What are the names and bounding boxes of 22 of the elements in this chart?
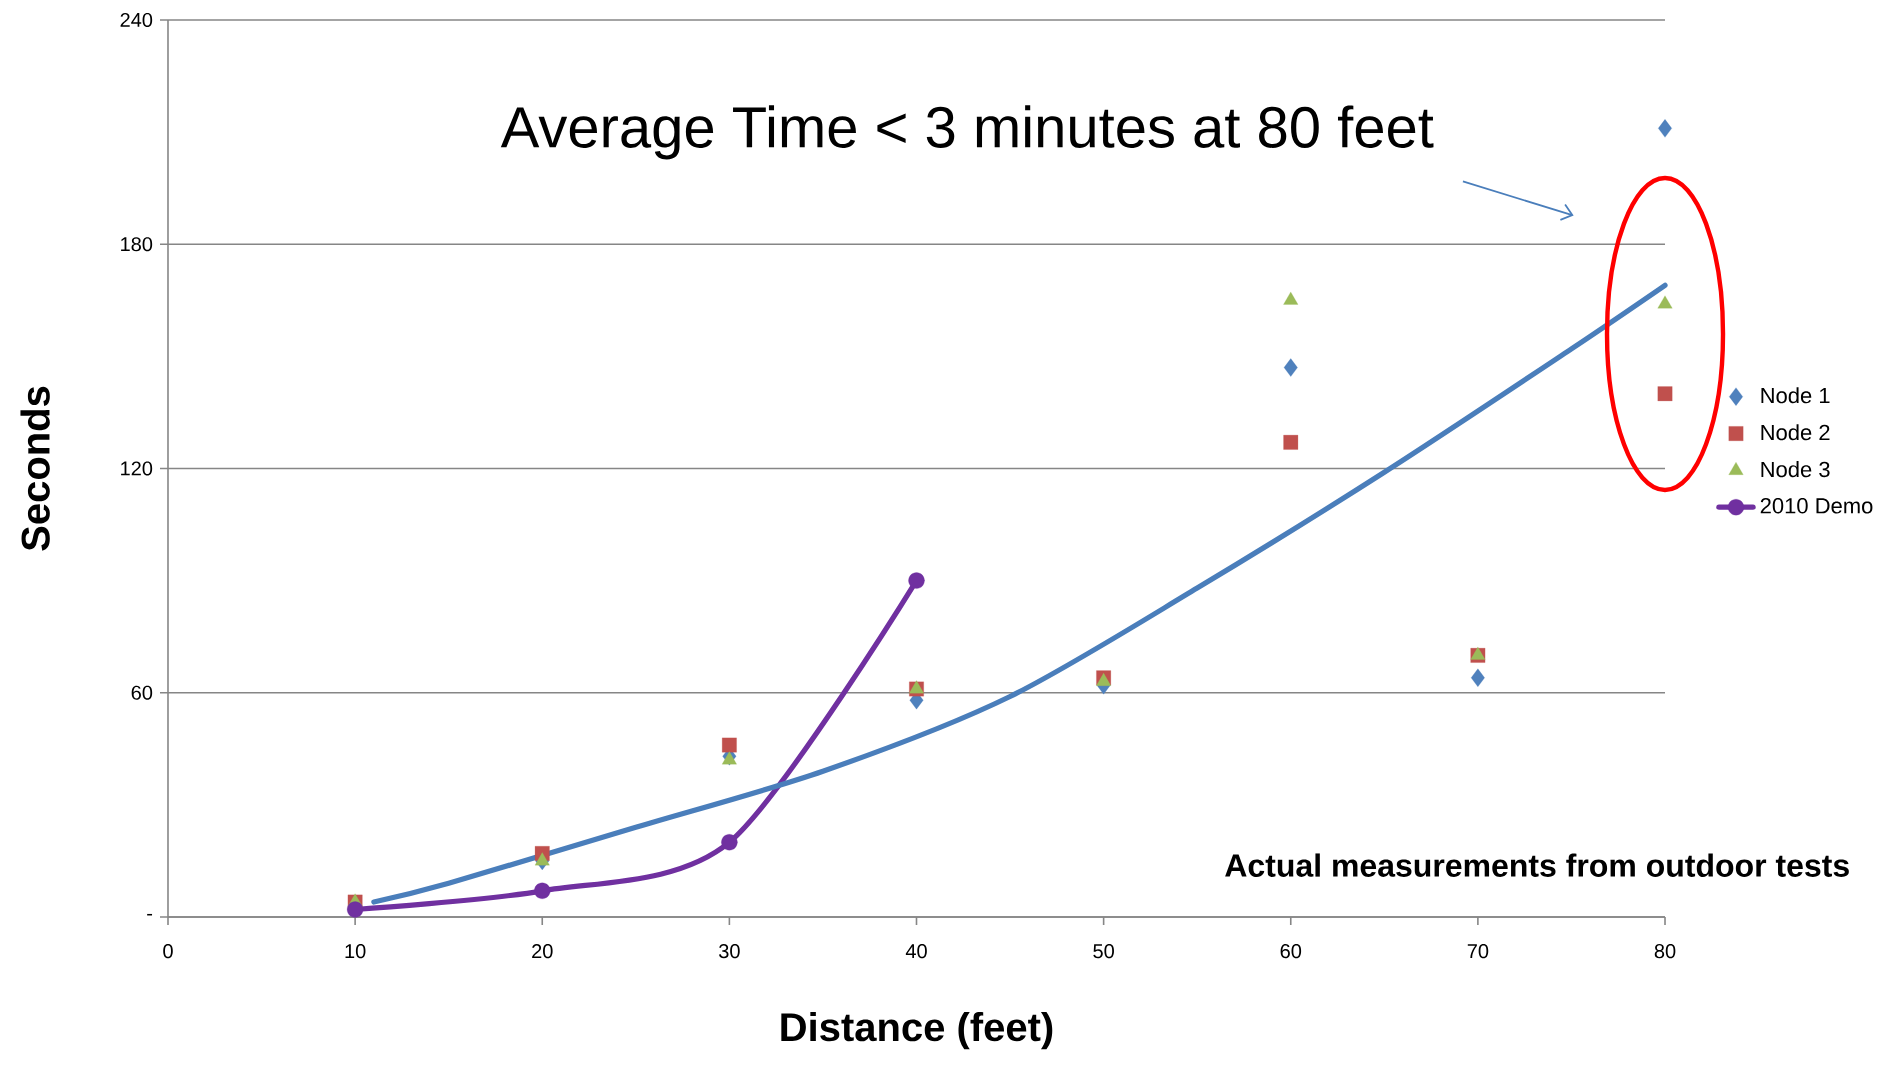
x-tick-label: 50 — [1093, 944, 1114, 959]
legend-label: 2010 Demo — [1760, 498, 1873, 514]
x-tick-label: 60 — [1280, 944, 1302, 959]
x-tick-label: 70 — [1467, 944, 1489, 959]
legend-label: Node 3 — [1761, 461, 1830, 478]
annotation: Average Time < 3 minutes at 80 feet — [500, 105, 1434, 160]
x-tick-label: 80 — [1654, 944, 1676, 959]
x-tick-label: 40 — [905, 944, 927, 959]
annotation: Actual measurements from outdoor tests — [1225, 853, 1849, 877]
y-axis-title: Seconds — [20, 386, 50, 551]
x-axis-title: Distance (feet) — [781, 1011, 1053, 1050]
legend-label: Node 1 — [1761, 387, 1830, 404]
y-tick-label: 60 — [131, 685, 153, 700]
x-tick-label: 0 — [163, 944, 173, 959]
x-tick-label: 10 — [345, 944, 366, 959]
legend-label: Node 2 — [1761, 424, 1830, 441]
y-tick-label: 120 — [121, 461, 153, 476]
x-tick-label: 20 — [532, 944, 553, 959]
y-tick-label: - — [147, 913, 153, 916]
y-tick-label: 180 — [121, 237, 153, 252]
x-tick-label: 30 — [719, 944, 740, 959]
y-tick-label: 240 — [120, 12, 153, 28]
